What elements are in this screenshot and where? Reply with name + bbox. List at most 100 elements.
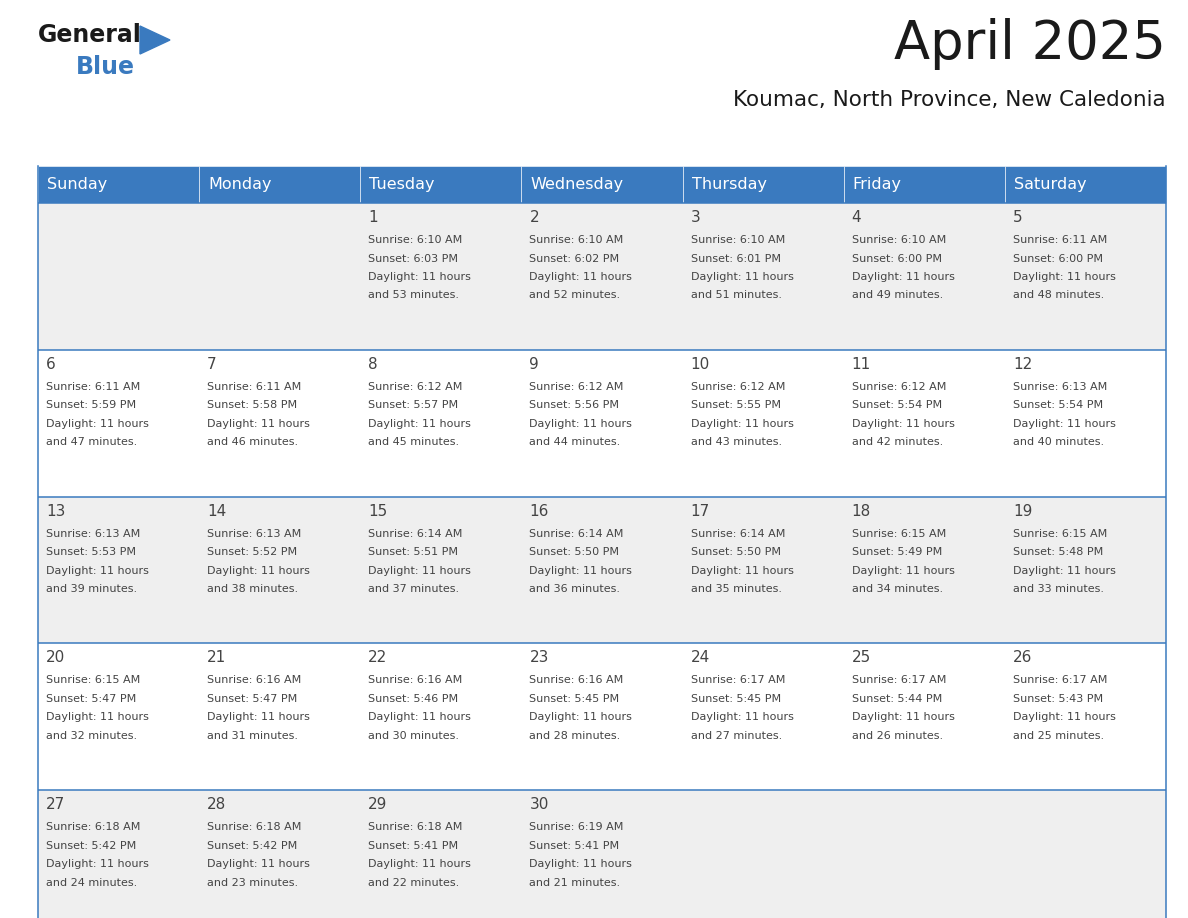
Text: Sunrise: 6:11 AM: Sunrise: 6:11 AM — [207, 382, 302, 392]
Text: Daylight: 11 hours: Daylight: 11 hours — [690, 272, 794, 282]
Bar — [200, 350, 360, 497]
Bar — [1005, 497, 1165, 644]
Text: Friday: Friday — [853, 177, 902, 192]
Text: 8: 8 — [368, 357, 378, 372]
Bar — [683, 790, 843, 918]
Text: Sunset: 5:43 PM: Sunset: 5:43 PM — [1013, 694, 1102, 704]
Bar — [843, 350, 1005, 497]
Text: and 36 minutes.: and 36 minutes. — [530, 584, 620, 594]
Text: Sunset: 6:01 PM: Sunset: 6:01 PM — [690, 253, 781, 263]
Text: Sunset: 5:48 PM: Sunset: 5:48 PM — [1013, 547, 1104, 557]
Text: Sunrise: 6:10 AM: Sunrise: 6:10 AM — [690, 235, 785, 245]
Text: Blue: Blue — [76, 55, 135, 79]
Bar — [360, 203, 522, 350]
Text: Wednesday: Wednesday — [530, 177, 624, 192]
Bar — [38, 166, 200, 203]
Bar — [38, 350, 200, 497]
Text: Sunset: 5:46 PM: Sunset: 5:46 PM — [368, 694, 459, 704]
Text: Daylight: 11 hours: Daylight: 11 hours — [852, 712, 955, 722]
Bar — [38, 790, 200, 918]
Text: and 31 minutes.: and 31 minutes. — [207, 731, 298, 741]
Text: Sunrise: 6:11 AM: Sunrise: 6:11 AM — [1013, 235, 1107, 245]
Text: and 30 minutes.: and 30 minutes. — [368, 731, 460, 741]
Text: Sunset: 5:45 PM: Sunset: 5:45 PM — [690, 694, 781, 704]
Text: Sunrise: 6:13 AM: Sunrise: 6:13 AM — [46, 529, 140, 539]
Text: Daylight: 11 hours: Daylight: 11 hours — [368, 419, 472, 429]
Text: 6: 6 — [46, 357, 56, 372]
Bar — [683, 166, 843, 203]
Text: Sunset: 5:54 PM: Sunset: 5:54 PM — [1013, 400, 1102, 410]
Text: Sunset: 5:47 PM: Sunset: 5:47 PM — [46, 694, 137, 704]
Text: 12: 12 — [1013, 357, 1032, 372]
Text: 14: 14 — [207, 504, 227, 519]
Text: Sunset: 5:42 PM: Sunset: 5:42 PM — [46, 841, 137, 851]
Text: and 52 minutes.: and 52 minutes. — [530, 290, 620, 300]
Text: Daylight: 11 hours: Daylight: 11 hours — [530, 712, 632, 722]
Bar — [522, 203, 683, 350]
Text: 16: 16 — [530, 504, 549, 519]
Text: and 25 minutes.: and 25 minutes. — [1013, 731, 1104, 741]
Text: 23: 23 — [530, 650, 549, 666]
Text: 3: 3 — [690, 210, 700, 225]
Text: Monday: Monday — [208, 177, 272, 192]
Bar — [683, 203, 843, 350]
Text: 4: 4 — [852, 210, 861, 225]
Text: Saturday: Saturday — [1013, 177, 1087, 192]
Text: Daylight: 11 hours: Daylight: 11 hours — [852, 419, 955, 429]
Text: and 53 minutes.: and 53 minutes. — [368, 290, 460, 300]
Text: Koumac, North Province, New Caledonia: Koumac, North Province, New Caledonia — [733, 90, 1165, 110]
Text: and 51 minutes.: and 51 minutes. — [690, 290, 782, 300]
Text: Sunrise: 6:16 AM: Sunrise: 6:16 AM — [530, 676, 624, 686]
Text: 19: 19 — [1013, 504, 1032, 519]
Text: Daylight: 11 hours: Daylight: 11 hours — [368, 859, 472, 869]
Bar — [200, 497, 360, 644]
Bar — [200, 644, 360, 790]
Text: Sunset: 6:00 PM: Sunset: 6:00 PM — [1013, 253, 1102, 263]
Bar — [522, 350, 683, 497]
Bar — [38, 203, 200, 350]
Text: and 45 minutes.: and 45 minutes. — [368, 437, 460, 447]
Text: Daylight: 11 hours: Daylight: 11 hours — [368, 272, 472, 282]
Bar — [683, 350, 843, 497]
Text: and 49 minutes.: and 49 minutes. — [852, 290, 943, 300]
Text: Sunrise: 6:18 AM: Sunrise: 6:18 AM — [207, 823, 302, 833]
Text: Daylight: 11 hours: Daylight: 11 hours — [690, 419, 794, 429]
Text: Sunrise: 6:17 AM: Sunrise: 6:17 AM — [852, 676, 946, 686]
Text: and 27 minutes.: and 27 minutes. — [690, 731, 782, 741]
Text: Sunrise: 6:11 AM: Sunrise: 6:11 AM — [46, 382, 140, 392]
Bar — [843, 790, 1005, 918]
Bar — [1005, 350, 1165, 497]
Bar — [522, 166, 683, 203]
Text: and 47 minutes.: and 47 minutes. — [46, 437, 138, 447]
Bar — [522, 790, 683, 918]
Text: 11: 11 — [852, 357, 871, 372]
Text: Daylight: 11 hours: Daylight: 11 hours — [1013, 712, 1116, 722]
Text: Sunset: 5:45 PM: Sunset: 5:45 PM — [530, 694, 620, 704]
Text: and 23 minutes.: and 23 minutes. — [207, 878, 298, 888]
Text: Daylight: 11 hours: Daylight: 11 hours — [530, 272, 632, 282]
Text: and 26 minutes.: and 26 minutes. — [852, 731, 943, 741]
Text: Sunset: 5:56 PM: Sunset: 5:56 PM — [530, 400, 619, 410]
Bar — [843, 166, 1005, 203]
Text: 20: 20 — [46, 650, 65, 666]
Text: Daylight: 11 hours: Daylight: 11 hours — [530, 419, 632, 429]
Text: 26: 26 — [1013, 650, 1032, 666]
Bar — [1005, 790, 1165, 918]
Text: Daylight: 11 hours: Daylight: 11 hours — [46, 859, 148, 869]
Text: Sunset: 5:41 PM: Sunset: 5:41 PM — [530, 841, 620, 851]
Text: 5: 5 — [1013, 210, 1023, 225]
Text: and 37 minutes.: and 37 minutes. — [368, 584, 460, 594]
Text: Daylight: 11 hours: Daylight: 11 hours — [852, 272, 955, 282]
Bar — [843, 644, 1005, 790]
Text: and 34 minutes.: and 34 minutes. — [852, 584, 943, 594]
Text: General: General — [38, 23, 141, 47]
Text: and 43 minutes.: and 43 minutes. — [690, 437, 782, 447]
Text: Sunrise: 6:12 AM: Sunrise: 6:12 AM — [368, 382, 462, 392]
Bar — [843, 497, 1005, 644]
Bar — [1005, 644, 1165, 790]
Text: Daylight: 11 hours: Daylight: 11 hours — [207, 712, 310, 722]
Text: Sunset: 6:00 PM: Sunset: 6:00 PM — [852, 253, 942, 263]
Bar — [38, 497, 200, 644]
Text: 21: 21 — [207, 650, 227, 666]
Bar — [360, 350, 522, 497]
